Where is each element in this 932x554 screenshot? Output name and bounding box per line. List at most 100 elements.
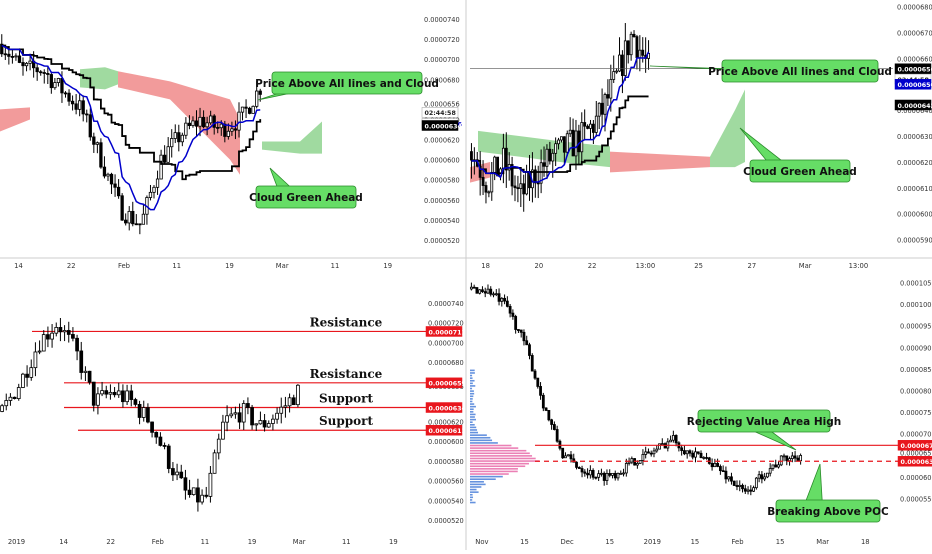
candle bbox=[783, 456, 785, 457]
candle bbox=[517, 188, 519, 189]
x-tick-label: 22 bbox=[67, 262, 76, 270]
volume-profile-bar bbox=[470, 401, 472, 403]
candle bbox=[167, 147, 169, 163]
candle bbox=[132, 211, 134, 223]
candle bbox=[659, 444, 661, 449]
volume-profile-bar bbox=[470, 494, 473, 496]
candle bbox=[130, 391, 133, 400]
candle bbox=[36, 68, 38, 72]
candle bbox=[639, 460, 641, 463]
candle bbox=[485, 186, 487, 193]
candle bbox=[589, 470, 591, 474]
candle bbox=[515, 316, 517, 329]
candle bbox=[50, 74, 52, 87]
candle bbox=[296, 385, 299, 404]
candle bbox=[135, 224, 137, 225]
volume-profile-bar bbox=[470, 408, 474, 410]
price-label: 0.0000634 bbox=[429, 405, 467, 412]
candle bbox=[481, 290, 483, 292]
candle bbox=[479, 290, 481, 293]
y-tick-label: 0.0000660 bbox=[897, 55, 932, 63]
candle bbox=[163, 445, 166, 446]
candle bbox=[209, 473, 212, 496]
candle bbox=[689, 451, 691, 453]
candle bbox=[528, 345, 530, 356]
price-label: 0.0000711 bbox=[429, 329, 466, 336]
candle bbox=[188, 490, 191, 494]
y-tick-label: 0.0000580 bbox=[424, 177, 460, 185]
x-tick-label: 11 bbox=[172, 262, 181, 270]
candle bbox=[543, 163, 545, 167]
candle bbox=[789, 459, 791, 461]
candle bbox=[504, 298, 506, 301]
price-label: 0.0000611 bbox=[429, 428, 466, 435]
candle bbox=[18, 56, 20, 63]
candle bbox=[101, 391, 104, 394]
volume-profile-bar bbox=[470, 491, 479, 493]
candle bbox=[623, 473, 625, 474]
candle bbox=[604, 95, 606, 115]
candle bbox=[581, 123, 583, 152]
candle bbox=[491, 172, 493, 192]
candle bbox=[57, 78, 59, 82]
volume-profile-bar bbox=[470, 411, 473, 413]
y-tick-label: 0.0000740 bbox=[424, 16, 460, 24]
volume-profile-bar bbox=[470, 419, 476, 421]
volume-profile-bar bbox=[470, 427, 476, 429]
candle bbox=[13, 397, 16, 398]
x-tick-label: 18 bbox=[481, 262, 490, 270]
y-tick-label: 0.0000600 bbox=[428, 438, 464, 446]
x-tick-label: 25 bbox=[694, 262, 703, 270]
y-tick-label: 0.0000610 bbox=[897, 185, 932, 193]
candle bbox=[196, 488, 199, 502]
candle bbox=[284, 406, 287, 407]
candle bbox=[76, 338, 79, 351]
candle bbox=[84, 371, 87, 372]
candle bbox=[578, 467, 580, 468]
candle bbox=[733, 481, 735, 485]
candle bbox=[630, 34, 632, 54]
candle bbox=[63, 330, 66, 331]
candle bbox=[692, 453, 694, 457]
x-tick-label: 14 bbox=[14, 262, 23, 270]
volume-profile-bar bbox=[470, 372, 475, 374]
candle bbox=[103, 167, 105, 176]
candle bbox=[238, 112, 240, 130]
candle bbox=[694, 452, 696, 457]
x-tick-label: 19 bbox=[389, 538, 398, 546]
volume-profile-bar bbox=[470, 416, 475, 418]
candle bbox=[703, 457, 705, 458]
volume-profile-bar bbox=[470, 478, 496, 480]
candle bbox=[761, 475, 763, 479]
volume-profile-bar bbox=[470, 473, 509, 475]
candle bbox=[493, 294, 495, 295]
candle bbox=[209, 116, 211, 123]
x-tick-label: 2019 bbox=[644, 538, 661, 546]
candle bbox=[505, 148, 507, 170]
volume-profile-bar bbox=[470, 380, 475, 382]
candle bbox=[88, 371, 91, 382]
candle bbox=[598, 474, 600, 478]
candle bbox=[96, 394, 99, 405]
price-label: 02:44:58 bbox=[425, 110, 456, 117]
volume-profile-bar bbox=[470, 388, 472, 390]
candle bbox=[563, 137, 565, 152]
candle bbox=[794, 456, 796, 458]
callout-text: Cloud Green Ahead bbox=[743, 166, 857, 178]
y-tick-label: 0.0000670 bbox=[897, 29, 932, 37]
candle bbox=[55, 327, 58, 333]
candle bbox=[540, 386, 542, 395]
candle bbox=[43, 72, 45, 73]
volume-profile-bar bbox=[470, 383, 473, 385]
candle bbox=[205, 495, 208, 496]
candle bbox=[64, 93, 66, 94]
y-tick-label: 0.0000580 bbox=[428, 458, 464, 466]
candle bbox=[633, 34, 635, 36]
volume-profile-bar bbox=[470, 398, 473, 400]
candle bbox=[501, 298, 503, 301]
candle bbox=[92, 382, 95, 405]
candle bbox=[42, 335, 45, 351]
candle bbox=[697, 452, 699, 453]
